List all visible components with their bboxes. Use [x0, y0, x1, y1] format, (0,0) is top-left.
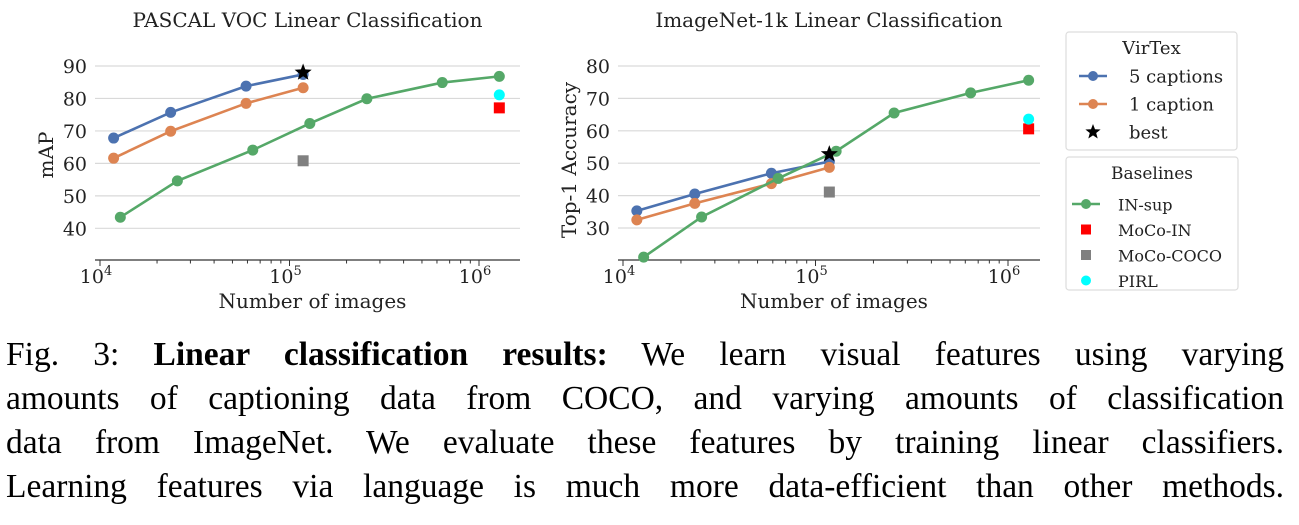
caption-line-3: data from ImageNet. We evaluate these fe…	[6, 424, 1284, 461]
data-point	[165, 125, 177, 137]
data-point	[696, 211, 708, 223]
x-tick-label: 106	[988, 264, 1020, 288]
legend-circle-icon	[1088, 99, 1098, 109]
data-point	[436, 77, 448, 89]
data-point	[493, 70, 505, 82]
data-point	[631, 214, 643, 226]
chart-panel-2: 30 40 50 60 70 80 104 105 106 ImageNet-1k Linear …	[557, 8, 1040, 313]
data-point	[965, 87, 977, 99]
marker-moco-in	[493, 102, 505, 114]
marker-best	[820, 145, 838, 162]
data-point	[247, 144, 259, 156]
data-point	[108, 152, 120, 164]
y-tick-label: 30	[586, 218, 610, 240]
legend-label: MoCo-IN	[1118, 221, 1192, 240]
chart-title: ImageNet-1k Linear Classification	[655, 8, 1002, 32]
data-point	[638, 251, 650, 263]
data-point	[108, 132, 120, 144]
x-tick-label: 104	[80, 264, 112, 288]
data-point	[297, 82, 309, 94]
y-tick-label: 80	[586, 56, 610, 78]
marker-pirl	[493, 89, 505, 101]
y-tick-label: 40	[586, 186, 610, 208]
series-line-1-caption	[636, 166, 830, 222]
caption-line-1: We learn visual features using varying	[641, 336, 1285, 373]
y-tick-label: 40	[63, 218, 87, 240]
y-tick-label: 60	[63, 153, 87, 175]
marker-moco-coco	[297, 155, 309, 167]
legend-circle-icon	[1088, 71, 1098, 81]
x-tick-label: 104	[603, 264, 635, 288]
caption-label: Fig. 3:	[6, 336, 120, 373]
legend-star-icon	[1085, 124, 1101, 139]
caption-bold-title: Linear classification results:	[153, 336, 608, 373]
legend-baselines: Baselines IN-sup MoCo-IN MoCo-COCO PIRL	[1065, 156, 1239, 291]
legend-box	[1065, 31, 1238, 151]
data-point	[240, 80, 252, 92]
data-point	[689, 197, 701, 209]
legend-label: 5 captions	[1129, 67, 1223, 88]
y-axis-label: Top-1 Accuracy	[557, 81, 581, 238]
y-tick-label: 90	[63, 56, 87, 78]
x-tick-label: 106	[459, 264, 491, 288]
legend-square-icon	[1081, 250, 1091, 260]
legend-label: 1 caption	[1129, 95, 1214, 116]
legend-label: MoCo-COCO	[1118, 247, 1222, 266]
figure: 40 50 60 70 80 90 104 105 106 PASCAL VOC Linear C…	[34, 8, 1239, 313]
chart-title: PASCAL VOC Linear Classification	[133, 8, 483, 32]
legend-label: PIRL	[1118, 272, 1158, 291]
marker-best	[294, 63, 312, 80]
series-line-5-captions	[113, 73, 304, 140]
chart-panel-1: 40 50 60 70 80 90 104 105 106 PASCAL VOC Linear C…	[34, 8, 520, 313]
data-point	[772, 172, 784, 184]
y-axis-label: mAP	[34, 132, 58, 179]
legend-title: Baselines	[1111, 164, 1193, 184]
data-point	[823, 161, 835, 173]
y-tick-label: 60	[586, 121, 610, 143]
data-point	[631, 205, 643, 217]
marker-pirl	[1023, 113, 1035, 125]
data-point	[240, 97, 252, 109]
caption-line-4: Learning features via language is much m…	[6, 468, 1284, 505]
legend-box	[1065, 156, 1239, 291]
y-tick-label: 70	[586, 88, 610, 110]
x-tick-label: 105	[795, 264, 827, 288]
data-point	[114, 211, 126, 223]
x-axis-label: Number of images	[740, 289, 928, 313]
legend-label: best	[1129, 123, 1168, 144]
y-tick-label: 50	[586, 153, 610, 175]
series-line-in-sup	[642, 78, 1029, 259]
marker-moco-coco	[823, 186, 835, 198]
legend-title: VirTex	[1121, 38, 1180, 59]
x-tick-label: 105	[269, 264, 301, 288]
data-point	[888, 107, 900, 119]
data-point	[1023, 74, 1035, 86]
x-axis-label: Number of images	[219, 289, 407, 313]
data-point	[304, 117, 316, 129]
y-tick-label: 70	[63, 121, 87, 143]
figure-caption: Fig. 3: Linear classification results: W…	[6, 333, 1284, 509]
y-tick-label: 50	[63, 186, 87, 208]
legend-square-icon	[1081, 224, 1091, 235]
y-tick-label: 80	[63, 88, 87, 110]
data-point	[689, 188, 701, 200]
legend-virtex: VirTex 5 captions 1 caption best	[1065, 31, 1238, 151]
legend-circle-icon	[1081, 199, 1091, 209]
data-point	[165, 106, 177, 118]
legend-label: IN-sup	[1118, 196, 1172, 215]
marker-moco-in	[1023, 123, 1035, 135]
caption-line-2: amounts of captioning data from COCO, an…	[6, 380, 1284, 417]
series-line-1-caption	[113, 86, 304, 160]
data-point	[171, 175, 183, 187]
data-point	[361, 93, 373, 105]
legend-circle-icon	[1081, 275, 1091, 286]
